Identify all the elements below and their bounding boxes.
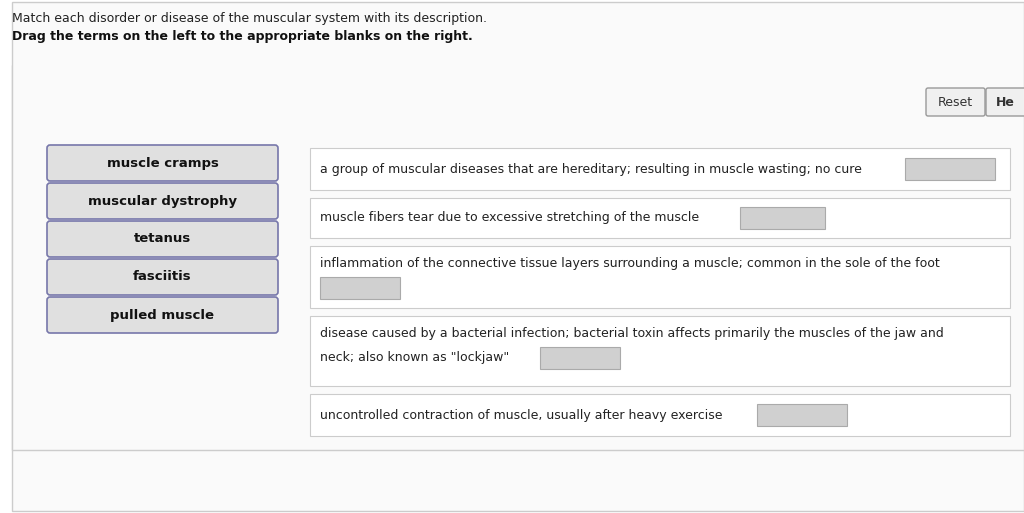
Text: He: He — [996, 95, 1015, 109]
FancyBboxPatch shape — [12, 65, 1024, 511]
Text: muscle cramps: muscle cramps — [106, 156, 218, 169]
Bar — [757, 404, 847, 426]
FancyBboxPatch shape — [986, 88, 1024, 116]
FancyBboxPatch shape — [47, 183, 278, 219]
Bar — [310, 198, 1010, 238]
Bar — [12, 2, 1024, 450]
FancyBboxPatch shape — [47, 221, 278, 257]
FancyBboxPatch shape — [47, 145, 278, 181]
Bar — [310, 246, 1010, 308]
Bar — [319, 277, 400, 299]
Text: tetanus: tetanus — [134, 232, 191, 246]
Text: neck; also known as "lockjaw": neck; also known as "lockjaw" — [319, 351, 509, 365]
Bar — [310, 394, 1010, 436]
Text: disease caused by a bacterial infection; bacterial toxin affects primarily the m: disease caused by a bacterial infection;… — [319, 327, 944, 341]
Text: muscle fibers tear due to excessive stretching of the muscle: muscle fibers tear due to excessive stre… — [319, 211, 699, 225]
FancyBboxPatch shape — [926, 88, 985, 116]
Bar — [740, 207, 825, 229]
Text: muscular dystrophy: muscular dystrophy — [88, 194, 237, 207]
Bar — [310, 316, 1010, 386]
Text: pulled muscle: pulled muscle — [111, 308, 214, 322]
Text: Match each disorder or disease of the muscular system with its description.: Match each disorder or disease of the mu… — [12, 12, 487, 25]
FancyBboxPatch shape — [47, 297, 278, 333]
Text: a group of muscular diseases that are hereditary; resulting in muscle wasting; n: a group of muscular diseases that are he… — [319, 163, 862, 175]
Text: fasciitis: fasciitis — [133, 270, 191, 284]
Bar — [310, 148, 1010, 190]
Text: inflammation of the connective tissue layers surrounding a muscle; common in the: inflammation of the connective tissue la… — [319, 258, 940, 270]
Text: Drag the terms on the left to the appropriate blanks on the right.: Drag the terms on the left to the approp… — [12, 30, 473, 43]
Bar — [905, 158, 995, 180]
Bar — [540, 347, 620, 369]
Text: uncontrolled contraction of muscle, usually after heavy exercise: uncontrolled contraction of muscle, usua… — [319, 408, 723, 422]
Text: Reset: Reset — [938, 95, 973, 109]
FancyBboxPatch shape — [47, 259, 278, 295]
